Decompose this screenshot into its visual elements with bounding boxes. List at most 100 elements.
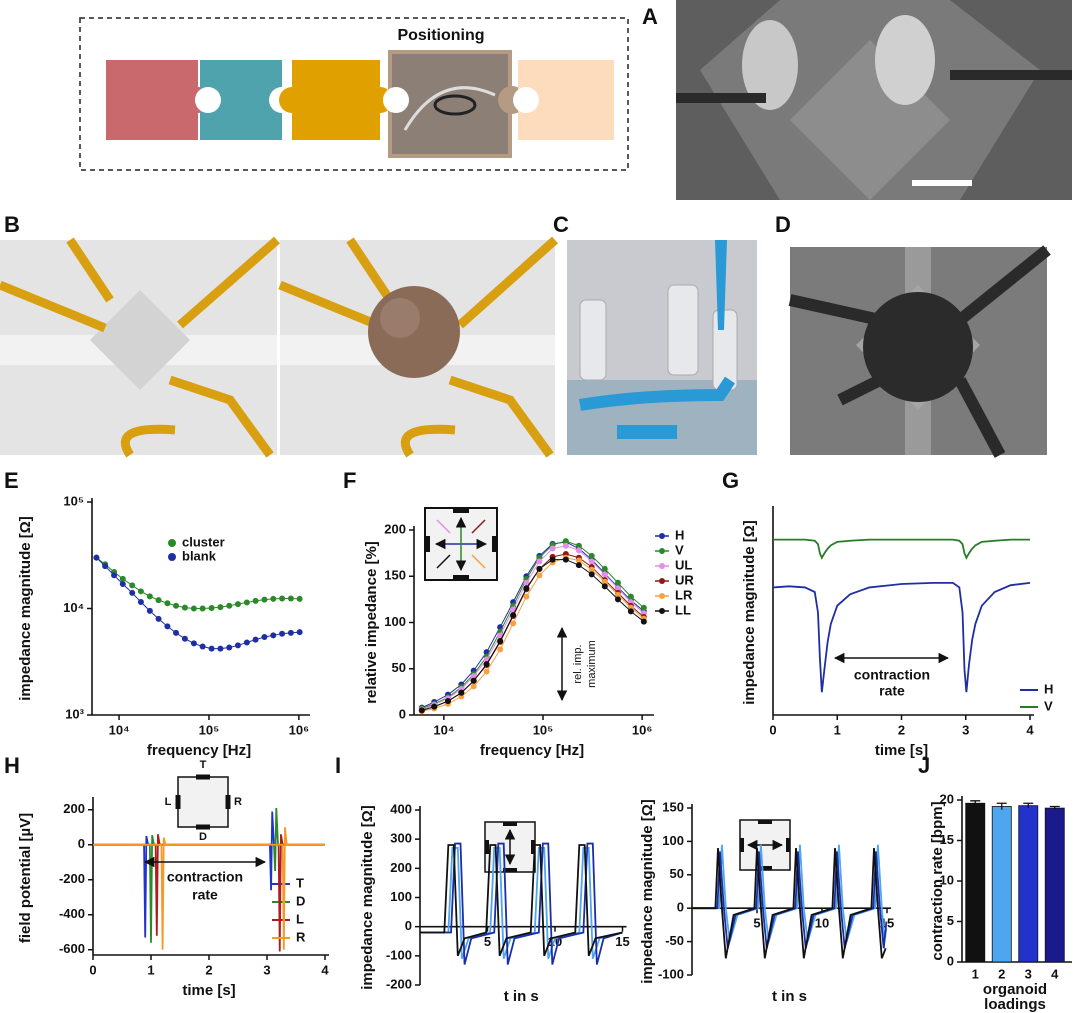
data-point — [562, 556, 569, 563]
legend-marker — [659, 593, 665, 599]
x-tick-label: 10⁵ — [199, 722, 220, 737]
data-point — [296, 629, 303, 636]
data-point — [536, 565, 543, 572]
error-bar — [1049, 805, 1060, 810]
y-axis-label: impedance magnitude [Ω] — [17, 516, 34, 701]
electrode-inset — [177, 776, 229, 828]
y-tick-label: 0 — [947, 953, 954, 968]
data-point — [575, 547, 582, 554]
data-point — [588, 552, 595, 559]
data-point — [536, 558, 543, 565]
data-point — [470, 673, 477, 680]
data-point — [137, 588, 144, 595]
x-axis-label: frequency [Hz] — [147, 742, 251, 759]
legend-label: V — [675, 542, 684, 557]
data-point — [199, 605, 206, 612]
y-tick-label: 150 — [662, 799, 684, 814]
legend-label: H — [675, 527, 684, 542]
bar — [991, 806, 1012, 963]
y-axis-label: contraction rate [bpm] — [929, 801, 946, 960]
legend-label: blank — [182, 548, 217, 563]
data-point — [164, 600, 171, 607]
data-point — [226, 644, 233, 651]
data-point — [640, 604, 647, 611]
x-axis-label: organoid — [983, 981, 1047, 998]
data-point — [296, 595, 303, 602]
data-point — [431, 703, 438, 710]
data-point — [181, 604, 188, 611]
legend-label: cluster — [182, 534, 225, 549]
y-tick-label: 300 — [390, 831, 412, 846]
inset-label: D — [199, 831, 207, 843]
y-tick-label: -400 — [59, 906, 85, 921]
legend-label: UR — [675, 572, 694, 587]
data-point — [111, 572, 118, 579]
data-point — [588, 571, 595, 578]
panel-letter: H — [4, 753, 20, 778]
series-line — [420, 847, 623, 960]
data-point — [483, 668, 490, 675]
data-point — [549, 556, 556, 563]
y-axis-label: field potential [µV] — [17, 813, 34, 943]
y-axis-label: impedance magnitude [Ω] — [741, 520, 758, 705]
data-point — [129, 582, 136, 589]
data-point — [226, 602, 233, 609]
data-point — [181, 635, 188, 642]
data-point — [146, 593, 153, 600]
data-point — [575, 562, 582, 569]
data-point — [173, 629, 180, 636]
x-tick-label: 0 — [769, 722, 776, 737]
y-tick-label: 0 — [399, 706, 406, 721]
legend-label: D — [296, 893, 305, 908]
y-tick-label: 5 — [947, 913, 954, 928]
y-tick-label: 100 — [662, 833, 684, 848]
x-tick-label: 1 — [972, 966, 979, 981]
data-point — [523, 593, 530, 600]
y-axis-label: impedance magnitude [Ω] — [359, 805, 376, 990]
legend-label: UL — [675, 557, 692, 572]
legend-marker — [659, 548, 665, 554]
data-point — [444, 698, 451, 705]
data-point — [279, 595, 286, 602]
micrograph — [788, 245, 1051, 458]
data-point — [129, 589, 136, 596]
series-line — [692, 848, 887, 959]
data-point — [287, 629, 294, 636]
y-tick-label: 10³ — [65, 706, 84, 721]
inset-label: T — [200, 759, 207, 771]
error-bar — [1023, 802, 1034, 809]
y-tick-label: -200 — [59, 871, 85, 886]
data-point — [562, 538, 569, 545]
legend-marker — [659, 578, 665, 584]
bar — [965, 802, 986, 963]
data-point — [588, 566, 595, 573]
annotation: rate — [192, 887, 218, 903]
legend-label: LR — [675, 587, 693, 602]
data-point — [614, 596, 621, 603]
y-tick-label: 200 — [384, 521, 406, 536]
data-point — [199, 643, 206, 650]
panel-letter: E — [4, 468, 19, 493]
data-point — [164, 623, 171, 630]
data-point — [217, 604, 224, 611]
y-tick-label: -100 — [386, 947, 412, 962]
y-tick-label: 200 — [390, 860, 412, 875]
data-point — [523, 579, 530, 586]
annotation: rel. imp. — [572, 644, 584, 683]
schematic-label: Positioning — [397, 27, 484, 44]
x-axis-label: t in s — [504, 988, 539, 1005]
series-line — [93, 827, 325, 950]
panel-letter: C — [553, 212, 569, 237]
data-point — [627, 608, 634, 615]
panel-letter: I — [335, 753, 341, 778]
data-point — [190, 605, 197, 612]
y-tick-label: 50 — [670, 866, 684, 881]
y-tick-label: -100 — [658, 966, 684, 981]
data-point — [640, 618, 647, 625]
data-point — [119, 575, 126, 582]
annotation: contraction — [167, 869, 243, 885]
series-line — [420, 842, 623, 965]
panel-letter: A — [642, 4, 658, 29]
data-point — [458, 689, 465, 696]
